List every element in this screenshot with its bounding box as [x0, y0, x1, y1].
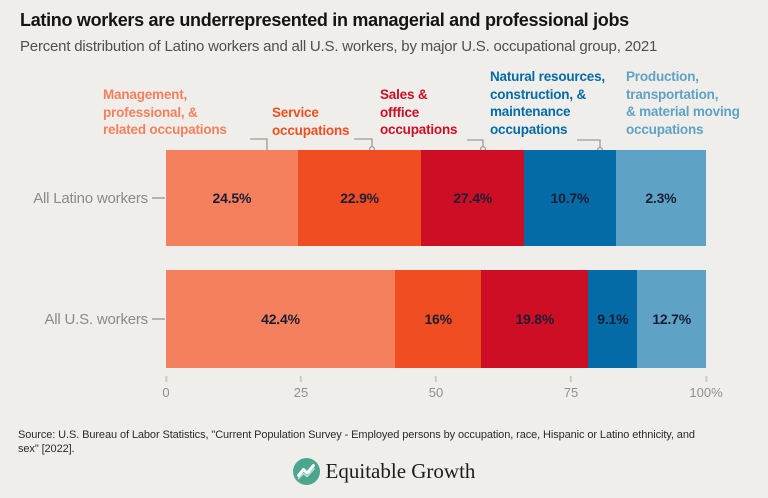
bar-segment: 2.3% — [615, 150, 706, 246]
segment-value-label: 9.1% — [597, 311, 629, 327]
bar-all-us-workers: 42.4% 16% 19.8% 9.1% 12.7% — [166, 270, 706, 368]
axis-tick-mark — [300, 376, 302, 382]
row-label-all-us-workers: All U.S. workers — [44, 311, 149, 328]
legend-label-production-transportation: Production, transportation, & material m… — [626, 69, 740, 137]
legend-label-natural-resources: Natural resources, construction, & maint… — [490, 69, 605, 137]
segment-value-label: 27.4% — [453, 190, 493, 206]
axis-tick-label: 0 — [162, 385, 170, 400]
segment-value-label: 16% — [424, 311, 452, 327]
axis-tick: 25 — [294, 376, 308, 400]
row-label-dash — [152, 197, 165, 199]
axis-tick-label: 50 — [428, 385, 444, 400]
segment-value-label: 12.7% — [652, 311, 692, 327]
axis-tick-mark — [570, 376, 572, 382]
chart-subtitle: Percent distribution of Latino workers a… — [20, 38, 658, 55]
row-label-dash — [152, 318, 165, 320]
axis-tick-mark — [435, 376, 437, 382]
bar-all-latino-workers: 24.5% 22.9% 27.4% 10.7% 2.3% — [166, 150, 706, 246]
connector-sales-line — [467, 139, 484, 146]
segment-value-label: 42.4% — [261, 311, 300, 327]
axis-tick-label: 100% — [689, 385, 723, 400]
axis-tick: 75 — [564, 376, 578, 400]
segment-value-label: 24.5% — [212, 190, 252, 206]
bar-segment: 12.7% — [637, 270, 706, 368]
legend-label-sales-office: Sales & offfice occupations — [380, 87, 458, 137]
segment-value-label: 2.3% — [645, 190, 677, 206]
logo-trend-icon — [292, 458, 320, 485]
logo-text: Equitable Growth — [325, 459, 476, 483]
row-label-all-latino-workers: All Latino workers — [33, 190, 148, 207]
legend-label-management-professional: Management, professional, & related occu… — [103, 87, 227, 137]
bar-segment: 42.4% — [166, 270, 395, 368]
legend-label-service: Service occupations — [272, 105, 350, 138]
bar-segment: 16% — [394, 270, 482, 368]
axis-tick-mark — [705, 376, 707, 382]
x-axis: 0 25 50 75 100% — [162, 376, 723, 406]
segment-value-label: 10.7% — [550, 190, 590, 206]
segment-value-label: 22.9% — [340, 190, 379, 206]
source-note: Source: U.S. Bureau of Labor Statistics,… — [18, 429, 695, 455]
segment-value-label: 19.8% — [515, 311, 555, 327]
bar-segment: 9.1% — [588, 270, 638, 368]
axis-tick: 100% — [689, 376, 723, 400]
equitable-growth-logo: Equitable Growth — [0, 458, 768, 485]
axis-tick: 50 — [429, 376, 443, 400]
bar-segment: 24.5% — [166, 150, 298, 246]
connector-service-line — [354, 138, 373, 146]
axis-tick-label: 75 — [563, 385, 579, 400]
bar-segment: 22.9% — [297, 150, 422, 246]
bar-segment: 19.8% — [481, 270, 589, 368]
bar-segment: 10.7% — [524, 150, 616, 246]
axis-tick: 0 — [162, 376, 170, 400]
axis-tick-mark — [164, 376, 167, 382]
chart-title: Latino workers are underrepresented in m… — [20, 10, 629, 30]
connector-natural-resources-line — [577, 139, 601, 147]
axis-tick-label: 25 — [293, 385, 309, 400]
bar-segment: 27.4% — [421, 150, 524, 246]
